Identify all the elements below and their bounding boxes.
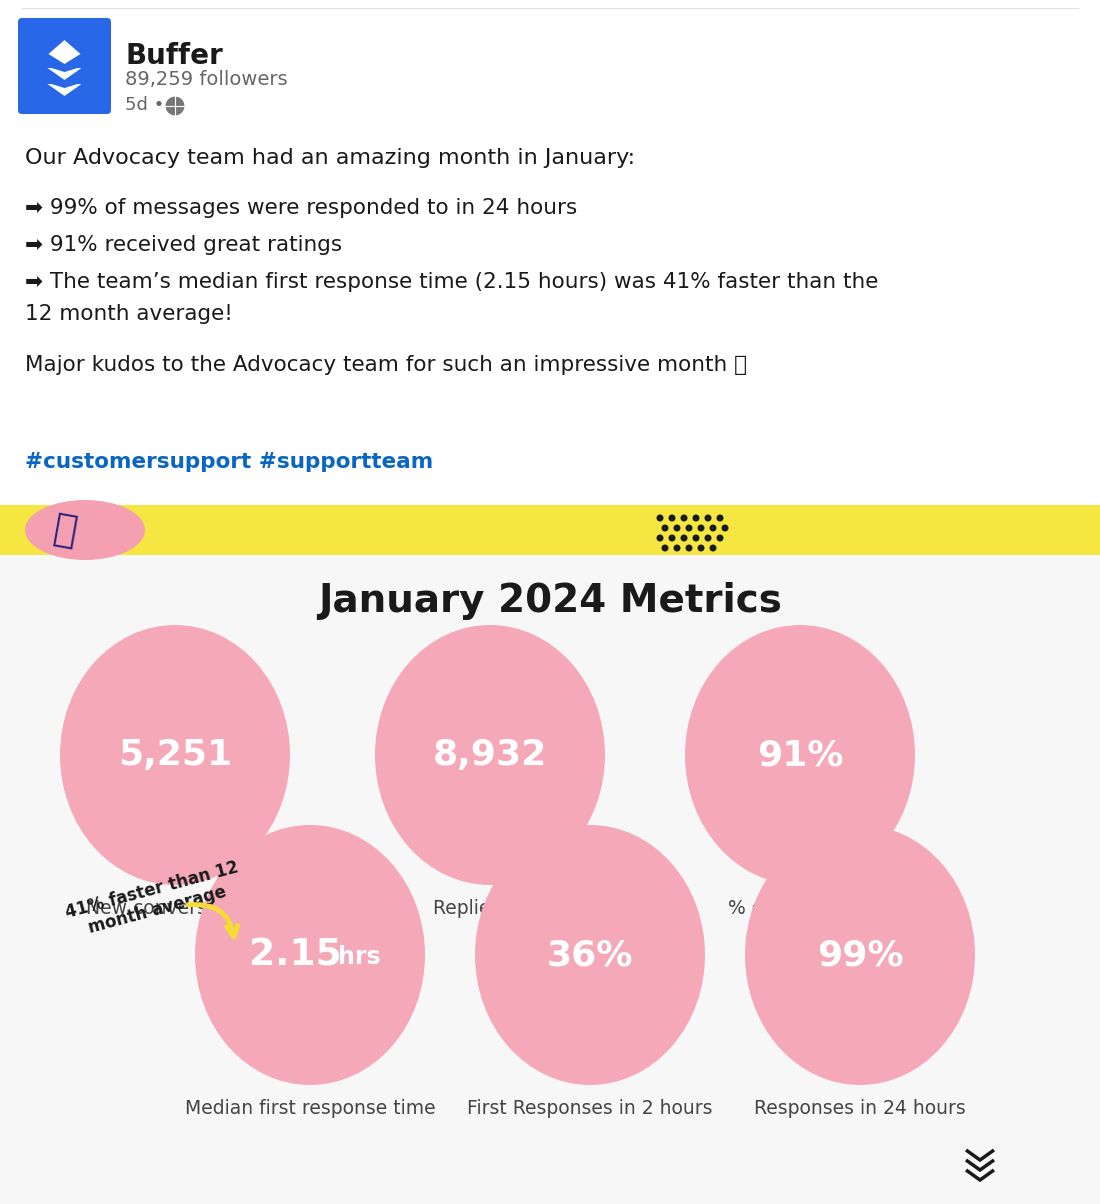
FancyBboxPatch shape (18, 18, 111, 114)
Circle shape (693, 535, 700, 542)
Text: 5d •: 5d • (125, 96, 170, 114)
Circle shape (669, 514, 675, 521)
Circle shape (657, 535, 663, 542)
Text: Buffer: Buffer (125, 42, 222, 70)
Text: ༀ: ༀ (50, 510, 79, 551)
Text: 12 month average!: 12 month average! (25, 303, 233, 324)
Text: Replies sent: Replies sent (433, 899, 547, 917)
Text: hrs: hrs (338, 945, 381, 969)
Circle shape (657, 514, 663, 521)
Circle shape (673, 544, 681, 551)
Circle shape (704, 514, 712, 521)
Circle shape (716, 535, 724, 542)
Text: ➡ 99% of messages were responded to in 24 hours: ➡ 99% of messages were responded to in 2… (25, 197, 578, 218)
Ellipse shape (195, 825, 425, 1085)
Circle shape (716, 514, 724, 521)
Circle shape (165, 96, 185, 116)
Text: January 2024 Metrics: January 2024 Metrics (318, 582, 782, 620)
Ellipse shape (685, 625, 915, 885)
FancyBboxPatch shape (0, 504, 1100, 555)
Text: #customersupport #supportteam: #customersupport #supportteam (25, 452, 433, 472)
Text: 5,251: 5,251 (118, 738, 232, 772)
Text: ➡ The team’s median first response time (2.15 hours) was 41% faster than the: ➡ The team’s median first response time … (25, 272, 879, 293)
Circle shape (661, 525, 669, 531)
Circle shape (710, 525, 716, 531)
Circle shape (704, 535, 712, 542)
Polygon shape (47, 84, 81, 96)
Ellipse shape (745, 825, 975, 1085)
Circle shape (693, 514, 700, 521)
Circle shape (722, 525, 728, 531)
Circle shape (685, 544, 693, 551)
Text: 2.15: 2.15 (249, 937, 341, 973)
Circle shape (673, 525, 681, 531)
Text: 41% faster than 12
month average: 41% faster than 12 month average (64, 858, 246, 942)
Circle shape (710, 544, 716, 551)
Ellipse shape (375, 625, 605, 885)
Text: 91%: 91% (757, 738, 844, 772)
Circle shape (697, 525, 704, 531)
Text: Major kudos to the Advocacy team for such an impressive month 🙌: Major kudos to the Advocacy team for suc… (25, 355, 747, 374)
Polygon shape (47, 67, 81, 79)
Text: First Responses in 2 hours: First Responses in 2 hours (468, 1099, 713, 1119)
Text: Responses in 24 hours: Responses in 24 hours (755, 1099, 966, 1119)
Circle shape (697, 544, 704, 551)
Ellipse shape (25, 500, 145, 560)
Text: 89,259 followers: 89,259 followers (125, 70, 287, 89)
Text: 36%: 36% (547, 938, 634, 972)
Text: Our Advocacy team had an amazing month in January:: Our Advocacy team had an amazing month i… (25, 148, 635, 169)
FancyBboxPatch shape (0, 555, 1100, 1204)
Text: Median first response time: Median first response time (185, 1099, 436, 1119)
Text: % great ratings: % great ratings (727, 899, 872, 917)
Ellipse shape (60, 625, 290, 885)
Text: ➡ 91% received great ratings: ➡ 91% received great ratings (25, 235, 342, 255)
Circle shape (685, 525, 693, 531)
Circle shape (669, 535, 675, 542)
Text: New conversations: New conversations (86, 899, 264, 917)
Polygon shape (48, 40, 80, 64)
Circle shape (681, 514, 688, 521)
Circle shape (661, 544, 669, 551)
Text: 99%: 99% (816, 938, 903, 972)
FancyBboxPatch shape (0, 0, 1100, 508)
Ellipse shape (475, 825, 705, 1085)
Text: 8,932: 8,932 (433, 738, 547, 772)
Circle shape (681, 535, 688, 542)
